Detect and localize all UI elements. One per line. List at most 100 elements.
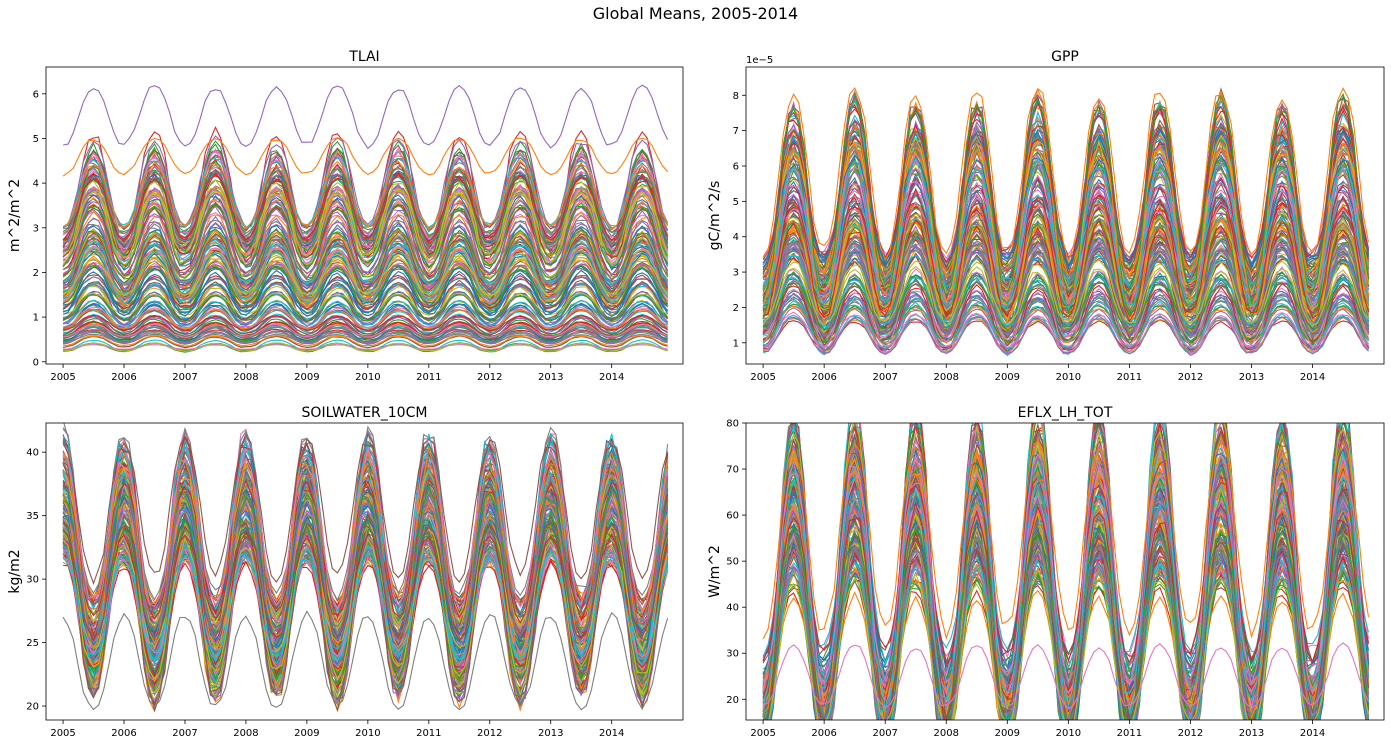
series-line <box>63 261 669 301</box>
x-tick-label: 2006 <box>811 372 836 383</box>
series-line <box>762 187 1370 323</box>
y-tick-label: 20 <box>726 695 739 706</box>
series-line <box>762 193 1369 288</box>
x-tick-label: 2008 <box>233 372 258 383</box>
x-tick-label: 2008 <box>934 728 959 739</box>
chart-title: GPP <box>1051 49 1079 65</box>
series-line <box>62 306 668 329</box>
x-tick-label: 2010 <box>1056 728 1081 739</box>
series-line <box>62 163 669 239</box>
y-tick-label: 5 <box>33 134 39 145</box>
y-axis-label: gC/m^2/s <box>707 181 723 251</box>
series-line <box>62 231 669 295</box>
y-tick-label: 3 <box>733 268 739 279</box>
x-tick-label: 2006 <box>811 728 836 739</box>
x-tick-label: 2011 <box>416 728 441 739</box>
x-tick-label: 2014 <box>599 728 624 739</box>
y-tick-label: 60 <box>726 511 739 522</box>
series-line <box>62 247 669 305</box>
series-line <box>762 280 1369 332</box>
series-line <box>762 119 1370 276</box>
series-line <box>762 216 1369 299</box>
series-line <box>62 292 668 323</box>
x-tick-label: 2014 <box>1300 728 1325 739</box>
series-line <box>62 202 669 269</box>
series-line <box>62 269 669 318</box>
x-tick-label: 2007 <box>172 372 197 383</box>
series-line <box>762 452 1370 691</box>
series-line <box>62 173 669 243</box>
series-line <box>769 511 1368 720</box>
y-tick-label: 35 <box>26 511 39 522</box>
x-tick-label: 2008 <box>233 728 258 739</box>
x-tick-label: 2011 <box>416 372 441 383</box>
axis-offset-label: 1e−5 <box>746 55 773 66</box>
x-tick-label: 2007 <box>172 728 197 739</box>
y-tick-label: 80 <box>726 419 739 430</box>
series-line <box>63 335 668 347</box>
y-tick-label: 7 <box>733 126 739 137</box>
series-group <box>62 423 669 713</box>
series-line <box>62 520 669 653</box>
x-tick-label: 2010 <box>1056 372 1081 383</box>
x-tick-label: 2014 <box>599 372 624 383</box>
series-line <box>762 92 1370 304</box>
series-line <box>62 497 669 646</box>
series-line <box>62 178 669 260</box>
x-tick-label: 2011 <box>1117 372 1142 383</box>
series-group <box>62 84 669 353</box>
series-line <box>63 344 668 351</box>
y-tick-label: 2 <box>33 268 39 279</box>
y-axis-label: W/m^2 <box>707 545 723 598</box>
x-tick-label: 2007 <box>872 728 897 739</box>
series-line <box>62 521 669 641</box>
x-tick-label: 2012 <box>477 728 502 739</box>
y-axis-label: m^2/m^2 <box>7 179 23 252</box>
y-tick-label: 30 <box>726 649 739 660</box>
series-line <box>63 325 668 339</box>
series-line <box>762 155 1370 310</box>
series-line <box>62 153 669 232</box>
panel-eflx: EFLX_LH_TOT 2005 2006 2007 2008 2009 2010 2011 2… <box>707 405 1385 739</box>
chart-title: SOILWATER_10CM <box>302 405 428 421</box>
panel-gpp: GPP 2005 2006 2007 2008 2009 2010 2011 2012 2013 2… <box>707 49 1385 383</box>
x-tick-label: 2010 <box>355 728 380 739</box>
series-line <box>762 524 1370 687</box>
y-tick-label: 50 <box>726 557 739 568</box>
series-line <box>62 299 669 327</box>
series-line <box>63 198 669 268</box>
x-tick-label: 2012 <box>1178 728 1203 739</box>
series-line <box>762 642 1369 710</box>
x-tick-label: 2011 <box>1117 728 1142 739</box>
x-tick-label: 2012 <box>477 372 502 383</box>
series-line <box>62 227 669 281</box>
y-tick-label: 3 <box>33 223 39 234</box>
y-tick-label: 70 <box>726 465 739 476</box>
series-line <box>62 282 668 314</box>
x-tick-label: 2009 <box>995 372 1020 383</box>
panel-soilwater: SOILWATER_10CM 2005 2006 2007 2008 2009 2010 20… <box>7 405 684 739</box>
y-tick-label: 2 <box>733 303 739 314</box>
x-tick-label: 2006 <box>111 728 136 739</box>
series-line <box>62 434 669 586</box>
x-tick-label: 2005 <box>750 372 775 383</box>
series-line <box>762 305 1369 345</box>
series-line <box>762 280 1369 347</box>
x-tick-label: 2010 <box>355 372 380 383</box>
series-line <box>63 84 669 150</box>
series-line <box>62 265 669 316</box>
x-tick-label: 2007 <box>872 372 897 383</box>
series-line <box>62 257 669 296</box>
series-line <box>62 135 669 231</box>
y-tick-label: 4 <box>33 179 39 190</box>
series-line <box>63 323 668 339</box>
x-tick-label: 2005 <box>50 372 75 383</box>
y-tick-label: 0 <box>33 357 39 368</box>
x-tick-label: 2012 <box>1178 372 1203 383</box>
series-line <box>762 437 1370 640</box>
series-line <box>769 527 1368 720</box>
x-tick-label: 2005 <box>50 728 75 739</box>
series-line <box>762 475 1370 710</box>
series-line <box>62 137 669 177</box>
